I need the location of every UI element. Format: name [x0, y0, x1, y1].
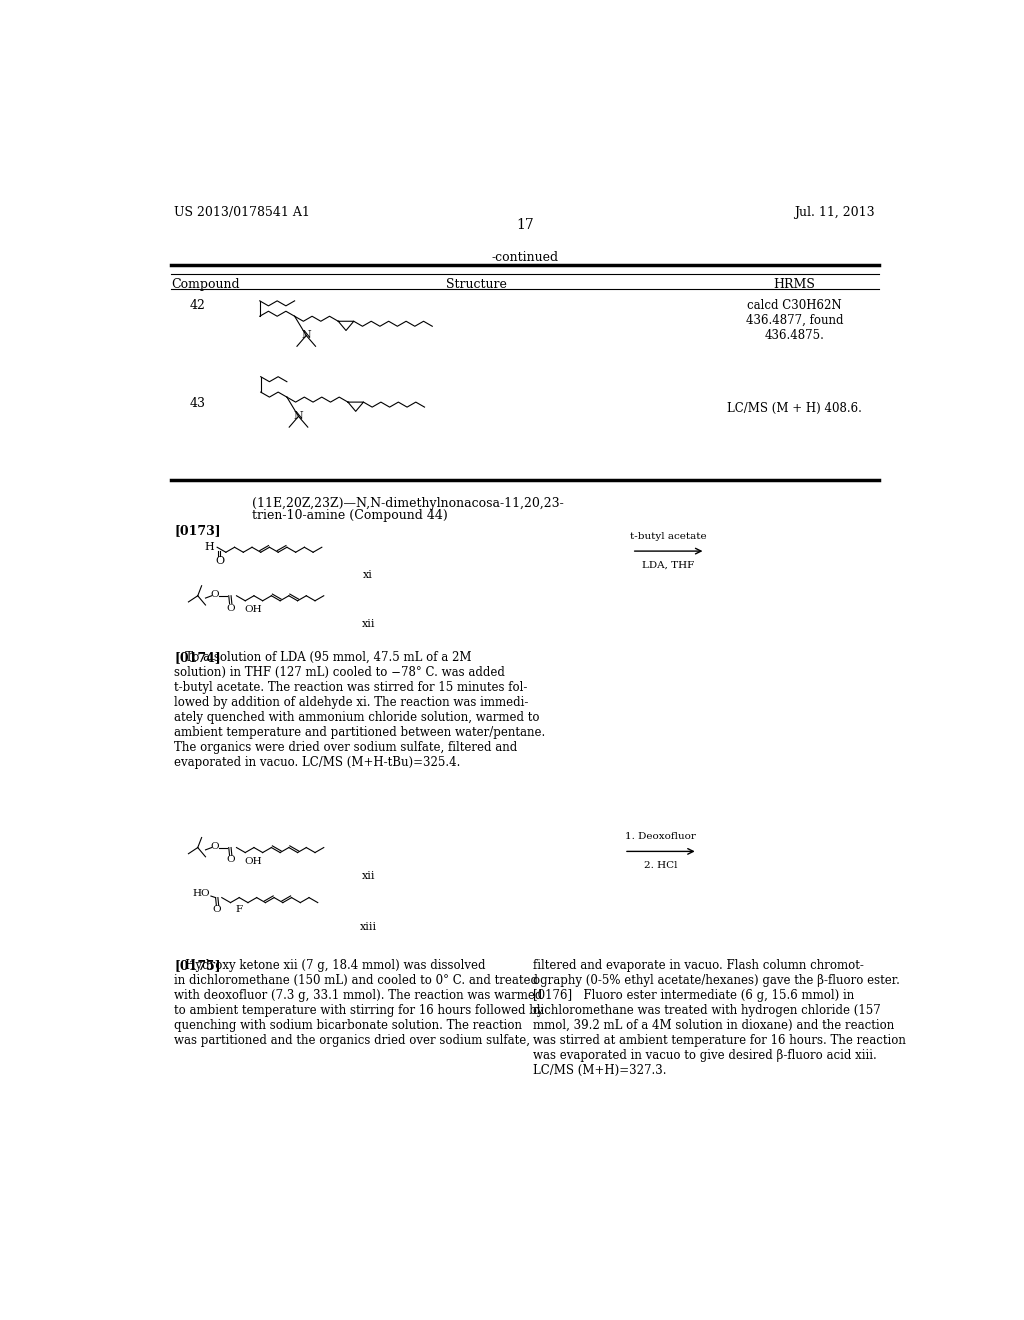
- Text: calcd C30H62N
436.4877, found
436.4875.: calcd C30H62N 436.4877, found 436.4875.: [745, 298, 843, 342]
- Text: [0175]: [0175]: [174, 960, 221, 973]
- Text: Hydroxy ketone xii (7 g, 18.4 mmol) was dissolved
in dichloromethane (150 mL) an: Hydroxy ketone xii (7 g, 18.4 mmol) was …: [174, 960, 544, 1047]
- Text: O: O: [216, 556, 225, 566]
- Text: F: F: [236, 906, 243, 915]
- Text: Jul. 11, 2013: Jul. 11, 2013: [795, 206, 876, 219]
- Text: HO: HO: [193, 890, 211, 898]
- Text: filtered and evaporate in vacuo. Flash column chromot-
ography (0-5% ethyl aceta: filtered and evaporate in vacuo. Flash c…: [532, 960, 905, 1077]
- Text: Structure: Structure: [446, 277, 507, 290]
- Text: t-butyl acetate: t-butyl acetate: [630, 532, 707, 541]
- Text: 42: 42: [189, 298, 206, 312]
- Text: O: O: [226, 855, 234, 865]
- Text: xii: xii: [361, 871, 375, 880]
- Text: OH: OH: [245, 605, 262, 614]
- Text: O: O: [211, 842, 219, 850]
- Text: O: O: [226, 603, 234, 612]
- Text: 17: 17: [516, 218, 534, 232]
- Text: H: H: [205, 543, 214, 552]
- Text: US 2013/0178541 A1: US 2013/0178541 A1: [174, 206, 310, 219]
- Text: -continued: -continued: [492, 251, 558, 264]
- Text: OH: OH: [245, 857, 262, 866]
- Text: To a solution of LDA (95 mmol, 47.5 mL of a 2M
solution) in THF (127 mL) cooled : To a solution of LDA (95 mmol, 47.5 mL o…: [174, 651, 546, 770]
- Text: 43: 43: [189, 397, 206, 411]
- Text: 2. HCl: 2. HCl: [644, 862, 677, 870]
- Text: xii: xii: [361, 619, 375, 628]
- Text: [0173]: [0173]: [174, 524, 221, 537]
- Text: [0174]: [0174]: [174, 651, 221, 664]
- Text: HRMS: HRMS: [773, 277, 815, 290]
- Text: N: N: [301, 330, 311, 341]
- Text: (11E,20Z,23Z)—N,N-dimethylnonacosa-11,20,23-: (11E,20Z,23Z)—N,N-dimethylnonacosa-11,20…: [252, 498, 564, 511]
- Text: xi: xi: [364, 570, 373, 581]
- Text: Compound: Compound: [171, 277, 240, 290]
- Text: LDA, THF: LDA, THF: [642, 561, 694, 570]
- Text: N: N: [294, 412, 303, 421]
- Text: O: O: [213, 906, 221, 915]
- Text: O: O: [211, 590, 219, 599]
- Text: 1. Deoxofluor: 1. Deoxofluor: [625, 833, 696, 841]
- Text: xiii: xiii: [359, 923, 377, 932]
- Text: trien-10-amine (Compound 44): trien-10-amine (Compound 44): [252, 508, 447, 521]
- Text: LC/MS (M + H) 408.6.: LC/MS (M + H) 408.6.: [727, 401, 862, 414]
